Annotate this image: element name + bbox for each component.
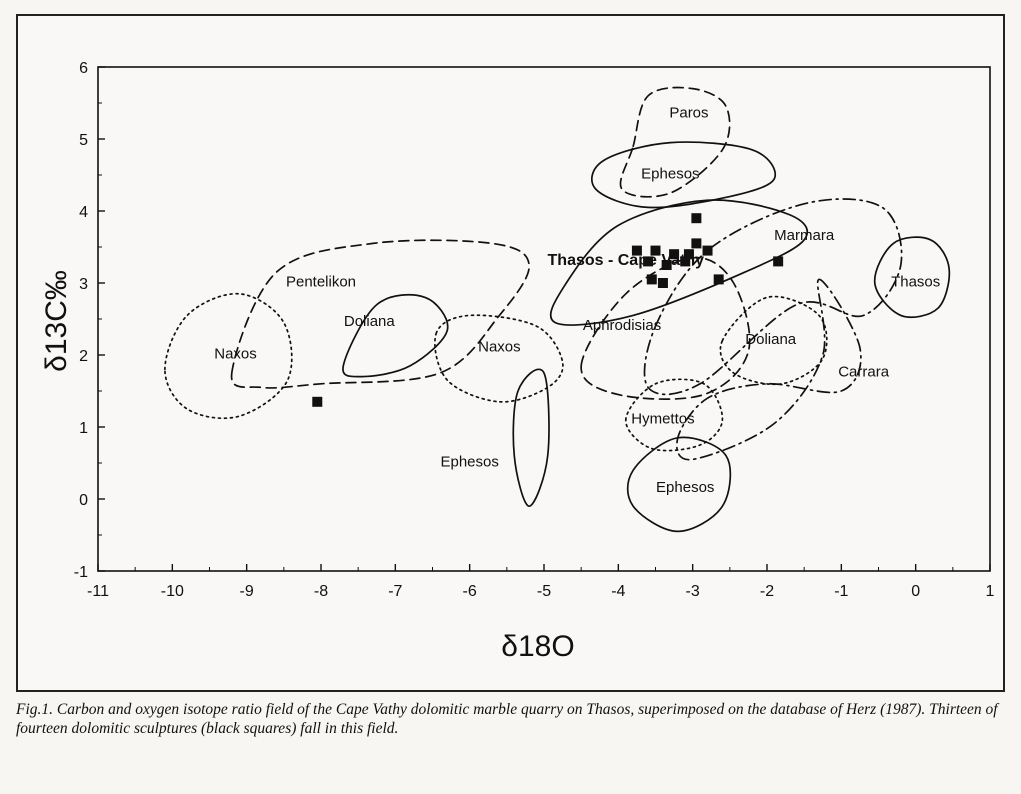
- sculpture-points: [312, 213, 784, 407]
- data-point: [680, 256, 691, 267]
- field-outline: [626, 436, 732, 533]
- y-tick-label: 1: [79, 420, 88, 437]
- data-point: [773, 256, 784, 267]
- data-point: [643, 256, 654, 267]
- x-tick-label: -8: [314, 583, 328, 600]
- field-outline: [591, 141, 777, 209]
- y-tick-label: -1: [74, 564, 88, 581]
- field-label: Paros: [669, 104, 708, 121]
- field-outline: [719, 295, 828, 386]
- x-tick-label: -5: [537, 583, 551, 600]
- y-tick-label: 5: [79, 132, 88, 149]
- field-label: Naxos: [214, 346, 257, 363]
- field-outline: [164, 292, 293, 420]
- field-outline: [342, 293, 449, 378]
- data-point: [669, 249, 680, 260]
- figure-caption: Fig.1. Carbon and oxygen isotope ratio f…: [16, 701, 998, 737]
- field-outline: [675, 278, 862, 461]
- field-label: Thasos: [891, 274, 940, 291]
- marble-fields: [164, 86, 951, 533]
- x-tick-label: -1: [834, 583, 848, 600]
- field-outline: [643, 198, 903, 396]
- field-outline: [549, 199, 809, 326]
- field-outline: [434, 314, 564, 403]
- field-outline: [624, 378, 724, 452]
- field-label: Ephesos: [656, 479, 714, 496]
- field-label: Ephesos: [440, 454, 498, 471]
- field-label: Naxos: [478, 338, 521, 355]
- figure-frame: -11 -10 -9 -8 -7 -6 -5 -4 -3 -2 -1 0 1 -1 0 1 2 3 4 5 6 Paro…: [16, 14, 1005, 692]
- field-outline: [580, 256, 751, 400]
- field-label: Ephesos: [641, 166, 699, 183]
- y-tick-label: 6: [79, 60, 88, 77]
- x-tick-label: -10: [161, 583, 184, 600]
- x-tick-label: -3: [686, 583, 700, 600]
- x-tick-label: 1: [986, 583, 995, 600]
- y-tick-label: 0: [79, 492, 88, 509]
- data-point: [691, 213, 702, 224]
- x-tick-label: -11: [87, 583, 109, 600]
- y-tick-label: 3: [79, 276, 88, 293]
- field-outline: [230, 239, 530, 389]
- data-point: [657, 278, 668, 288]
- field-outline: [512, 368, 550, 508]
- field-label: Pentelikon: [286, 274, 356, 291]
- field-outline: [873, 236, 951, 318]
- x-tick-label: -4: [611, 583, 625, 600]
- y-tick-label: 4: [79, 204, 88, 221]
- data-point: [650, 245, 661, 256]
- data-point: [691, 238, 702, 249]
- data-point: [713, 274, 724, 285]
- data-point: [631, 245, 642, 256]
- field-outline: [619, 86, 731, 198]
- data-point: [646, 274, 657, 285]
- data-point: [661, 260, 672, 270]
- x-tick-label: 0: [911, 583, 920, 600]
- y-tick-label: 2: [79, 348, 88, 365]
- x-tick-label: -9: [240, 583, 254, 600]
- data-point: [312, 396, 323, 407]
- data-point: [683, 249, 694, 260]
- plot-border: [97, 66, 991, 572]
- data-point: [702, 245, 713, 256]
- field-label: Carrara: [838, 364, 890, 381]
- field-label: Doliana: [745, 331, 797, 348]
- field-label: Aphrodisias: [583, 317, 661, 334]
- field-label: Marmara: [774, 227, 835, 244]
- x-axis-title: δ18O: [501, 630, 574, 663]
- y-axis-title: δ13C‰: [40, 270, 73, 372]
- x-tick-label: -6: [463, 583, 477, 600]
- x-tick-label: -2: [760, 583, 774, 600]
- field-label: Hymettos: [631, 410, 694, 427]
- x-tick-label: -7: [388, 583, 402, 600]
- field-label: Doliana: [344, 313, 396, 330]
